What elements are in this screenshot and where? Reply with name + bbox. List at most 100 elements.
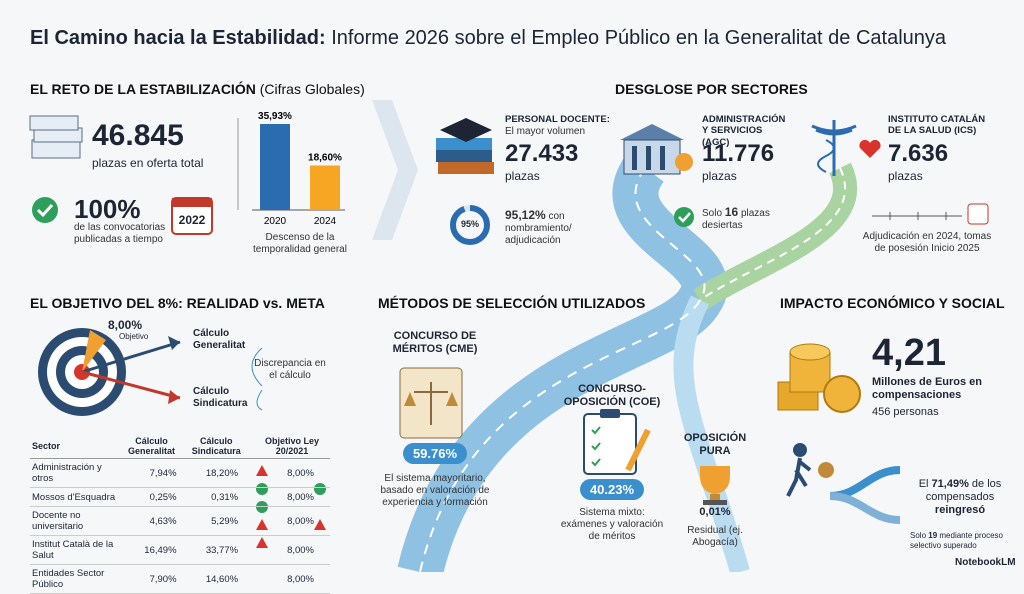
method-title: CONCURSO DE MÉRITOS (CME) (392, 330, 478, 356)
section-heading: IMPACTO ECONÓMICO Y SOCIAL (780, 295, 1005, 311)
method-description: El sistema mayoritario, basado en valora… (380, 473, 490, 508)
paper-stack-icon (29, 115, 79, 131)
table-cell: 33,77% (178, 535, 241, 565)
column-header: Cálculo Generalitat (124, 434, 179, 459)
selective-post: mediante proceso selectivo superado (910, 531, 1003, 550)
column-header: Sector (30, 434, 125, 459)
graduation-icon (436, 118, 494, 174)
sector-unit: plazas (702, 169, 737, 183)
method-description: Residual (ej. Abogacía) (687, 525, 743, 548)
check-icon (32, 197, 58, 223)
amount: 4,21 (872, 332, 946, 374)
check-icon (674, 207, 694, 227)
person-fork-icon (829, 466, 901, 500)
trophy-icon (700, 466, 730, 494)
road (693, 162, 858, 311)
paper-stack-icon (29, 115, 83, 159)
table-body: Administración y otros 7,94% 18,20% 8,00% Mo… (30, 458, 330, 594)
status-cell (240, 506, 255, 536)
check-icon (674, 207, 694, 227)
clipboard-icon (583, 409, 651, 475)
sector-note: 95,12% con nombramiento/ adjudicación (505, 208, 585, 247)
target-icon (168, 336, 180, 350)
return-mid: de los compensados (925, 478, 1002, 504)
calendar-icon (171, 197, 213, 235)
table-cell: 7,94% (124, 458, 179, 488)
total-plazas: 46.845 (92, 119, 184, 152)
coins-icon (789, 343, 831, 361)
category-label: 2024 (314, 216, 337, 227)
check-icon (36, 203, 54, 218)
table-cell: Administración y otros (30, 458, 125, 488)
status-cell (316, 458, 330, 488)
method-share: 40.23% (579, 479, 645, 500)
donut-icon (450, 205, 490, 245)
target-icon (81, 370, 181, 400)
status-cell (240, 487, 255, 507)
sector-unit: plazas (888, 169, 923, 183)
table-cell: 8,00% (254, 535, 316, 565)
category-label: 2020 (264, 216, 287, 227)
heading-text: EL RETO DE LA ESTABILIZACIÓN (30, 81, 256, 97)
trophy-icon (700, 466, 730, 505)
caduceus-icon (817, 139, 835, 173)
value-label: 18,60% (308, 152, 342, 163)
sector-title: ADMINISTRACIÓN Y SERVICIOS (AGC) (702, 114, 786, 148)
table-row: Mossos d'Esquadra 0,25% 0,31% 8,00% (30, 487, 330, 507)
coins-icon (823, 375, 861, 413)
paper-stack-icon (31, 139, 81, 159)
table-row: Entidades Sector Público 7,90% 14,60% 8,00% (30, 564, 330, 594)
sector-note: Adjudicación en 2024, tomas de posesión … (862, 231, 992, 254)
check-icon (32, 197, 58, 223)
calendar-icon (172, 198, 212, 207)
building-icon (632, 146, 637, 170)
selective-num: 19 (928, 531, 938, 540)
target-icon (38, 328, 263, 416)
trophy-icon (703, 500, 727, 505)
donut-icon (450, 205, 490, 245)
sector-value: 11.776 (702, 140, 775, 167)
building-icon (646, 146, 651, 170)
bar (310, 165, 340, 210)
table-cell: 0,31% (178, 487, 241, 507)
people: 456 personas (872, 406, 939, 418)
table-cell: Entidades Sector Público (30, 564, 125, 594)
person-fork-icon (786, 457, 812, 497)
title: El Camino hacia la Estabilidad: Informe … (30, 26, 946, 50)
caduceus-icon (811, 120, 881, 176)
coins-icon (777, 343, 861, 413)
scroll-icon (404, 392, 458, 406)
graduation-icon (436, 138, 492, 150)
graduation-icon (438, 162, 494, 174)
status-cell (316, 564, 330, 594)
page: El Camino hacia la Estabilidad: Informe … (29, 26, 1016, 594)
section-heading: EL OBJETIVO DEL 8%: REALIDAD vs. META (30, 295, 325, 311)
table-cell: 4,63% (124, 506, 179, 536)
section-heading: EL RETO DE LA ESTABILIZACIÓN (Cifras Glo… (30, 81, 365, 98)
sector-value: 7.636 (888, 140, 949, 167)
building-icon (675, 153, 693, 171)
target-icon (168, 390, 180, 404)
heading-note: (Cifras Globales) (259, 81, 365, 97)
method-title: CONCURSO-OPOSICIÓN (COE) (563, 383, 661, 409)
selective-note: Solo 19 mediante proceso selectivo super… (910, 531, 1015, 550)
calendar-year: 2022 (172, 213, 212, 227)
on-time-label: de las convocatorias publicadas a tiempo (74, 222, 166, 245)
note-post: plazas desiertas (702, 208, 770, 231)
status-cell (316, 487, 330, 507)
column-header: Cálculo Sindicatura (178, 434, 255, 459)
return-note: El 71,49% de los compensados reingresó (905, 478, 1015, 518)
table-cell: 16,49% (124, 535, 179, 565)
discrepancy: Discrepancia en el cálculo (254, 358, 326, 381)
road (673, 295, 750, 572)
table-cell: 8,00% (254, 506, 316, 536)
arrow-label: Cálculo Generalitat (193, 328, 246, 351)
table-cell: 8,00% (254, 458, 316, 488)
table-cell: Institut Català de la Salut (30, 535, 125, 565)
clipboard-icon (625, 428, 651, 472)
building-icon (620, 124, 693, 175)
timeline (967, 203, 989, 225)
timeline (872, 203, 989, 225)
sector-note: Solo 16 plazas desiertas (702, 205, 782, 232)
chevron (372, 100, 418, 240)
